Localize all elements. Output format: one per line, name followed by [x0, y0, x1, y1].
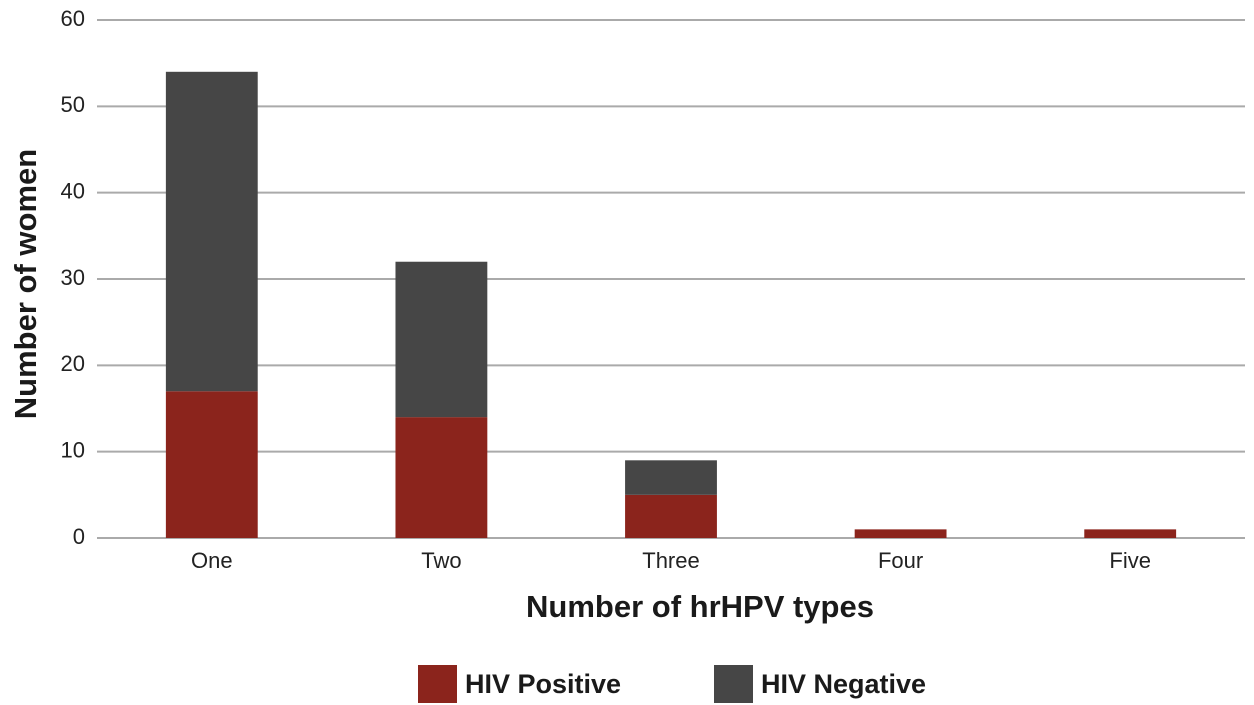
y-tick-label: 50 [61, 92, 85, 117]
bar-segment [1084, 529, 1177, 538]
bar-segment [625, 460, 717, 495]
y-tick-label: 20 [61, 351, 85, 376]
y-tick-label: 0 [73, 524, 85, 549]
x-tick-label: Three [642, 548, 699, 573]
x-axis-title: Number of hrHPV types [526, 589, 874, 624]
x-tick-label: Four [878, 548, 923, 573]
y-tick-label: 10 [61, 437, 85, 462]
legend-label: HIV Positive [465, 669, 621, 699]
bar-segment [854, 529, 947, 538]
bar-segment [395, 261, 488, 418]
legend-swatch [714, 665, 753, 703]
legend-swatch [418, 665, 457, 703]
bar-segment [165, 391, 258, 538]
legend-label: HIV Negative [761, 669, 926, 699]
bar-segment [625, 494, 717, 538]
x-tick-label: Two [421, 548, 461, 573]
y-tick-label: 60 [61, 6, 85, 31]
y-tick-label: 40 [61, 178, 85, 203]
x-tick-label: Five [1109, 548, 1151, 573]
x-tick-label: One [191, 548, 233, 573]
y-axis-title: Number of women [8, 149, 43, 419]
y-tick-label: 30 [61, 265, 85, 290]
bar-segment [165, 71, 258, 392]
bar-segment [395, 417, 488, 538]
